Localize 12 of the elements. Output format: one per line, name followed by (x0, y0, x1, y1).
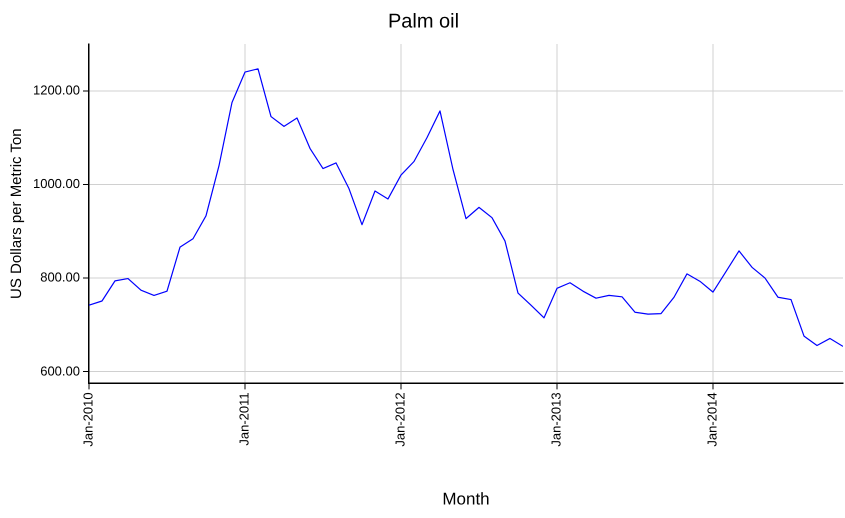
chart-title: Palm oil (388, 10, 460, 33)
y-tick-label: 800.00 (40, 270, 80, 285)
y-tick-label: 1200.00 (32, 82, 80, 98)
x-tick-label: Jan-2010 (80, 392, 96, 447)
x-tick-label: Jan-2012 (392, 392, 408, 447)
x-tick-label: Jan-2013 (548, 392, 564, 447)
y-axis-title: US Dollars per Metric Ton (8, 128, 26, 300)
x-tick-label: Jan-2014 (704, 392, 720, 447)
y-tick-label: 1000.00 (32, 176, 80, 192)
x-axis-title: Month (442, 489, 490, 508)
y-tick-label: 600.00 (40, 363, 80, 378)
x-tick-label: Jan-2011 (236, 392, 252, 446)
